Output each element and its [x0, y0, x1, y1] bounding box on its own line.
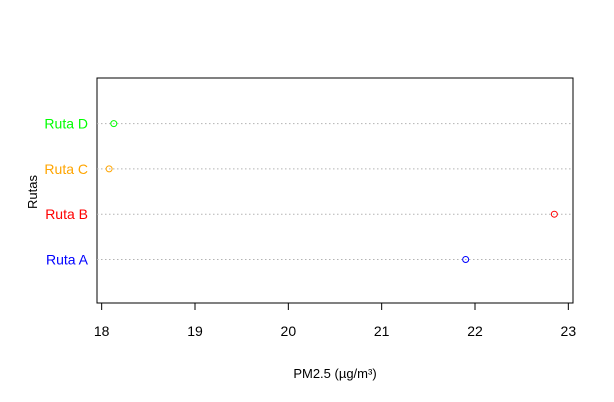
y-category-labels: Ruta A Ruta B Ruta C Ruta D [44, 116, 88, 268]
y-label-ruta-b: Ruta B [45, 206, 88, 222]
y-label-ruta-a: Ruta A [46, 252, 89, 268]
x-tick-label-20: 20 [281, 323, 297, 339]
x-axis-label: PM2.5 (µg/m³) [293, 366, 376, 381]
y-label-ruta-c: Ruta C [44, 161, 88, 177]
y-axis-label: Rutas [25, 175, 40, 209]
grid-lines [97, 123, 573, 260]
x-tick-label-19: 19 [187, 323, 203, 339]
x-tick-label-22: 22 [467, 323, 483, 339]
y-label-ruta-d: Ruta D [44, 116, 88, 132]
plot-frame [96, 77, 574, 304]
x-tick-label-23: 23 [561, 323, 577, 339]
data-points [105, 120, 558, 263]
point-ruta-a [462, 256, 470, 263]
x-tick-label-21: 21 [374, 323, 390, 339]
point-ruta-c [105, 165, 113, 173]
x-axis: 18 19 20 21 22 23 [94, 302, 577, 339]
x-tick-label-18: 18 [94, 323, 110, 339]
point-ruta-d [110, 120, 118, 128]
point-ruta-b [550, 210, 558, 218]
